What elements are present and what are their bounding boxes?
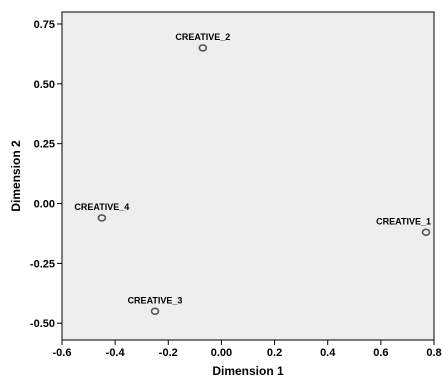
plot-area (61, 11, 435, 341)
x-tick-label: 0.8 (426, 347, 441, 359)
x-tick-label: -0.2 (159, 347, 178, 359)
x-tick-label: 0.6 (373, 347, 388, 359)
x-tick-label: -0.4 (106, 347, 126, 359)
x-axis-title: Dimension 1 (212, 364, 284, 378)
data-point-label: CREATIVE_2 (175, 32, 230, 42)
data-point-marker (150, 307, 160, 316)
x-tick-label: -0.6 (53, 347, 72, 359)
y-tick-label: 0.00 (34, 199, 55, 211)
data-point-label: CREATIVE_3 (128, 295, 183, 305)
data-point-label: CREATIVE_1 (376, 216, 431, 226)
data-point-marker (198, 44, 208, 52)
y-axis-title: Dimension 2 (9, 140, 23, 212)
data-point-marker (97, 214, 107, 222)
y-tick-label: -0.50 (30, 318, 55, 330)
x-tick-label: 0.00 (211, 347, 232, 359)
y-tick-label: 0.25 (34, 139, 55, 151)
x-axis-ticks: -0.6 -0.4 -0.2 0.00 0.2 0.4 0.6 0.8 (53, 340, 442, 359)
y-tick-label: 0.75 (34, 19, 55, 31)
y-tick-label: -0.25 (30, 258, 55, 270)
y-axis-ticks: 0.75 0.50 0.25 0.00 -0.25 -0.50 (30, 19, 62, 330)
x-tick-label: 0.2 (267, 347, 282, 359)
data-points: CREATIVE_1 CREATIVE_2 CREATIVE_3 CREATIVE_4 (74, 32, 431, 316)
x-tick-label: 0.4 (320, 347, 336, 359)
data-point-marker (421, 228, 431, 237)
data-point-label: CREATIVE_4 (74, 202, 129, 212)
y-tick-label: 0.50 (34, 79, 55, 91)
